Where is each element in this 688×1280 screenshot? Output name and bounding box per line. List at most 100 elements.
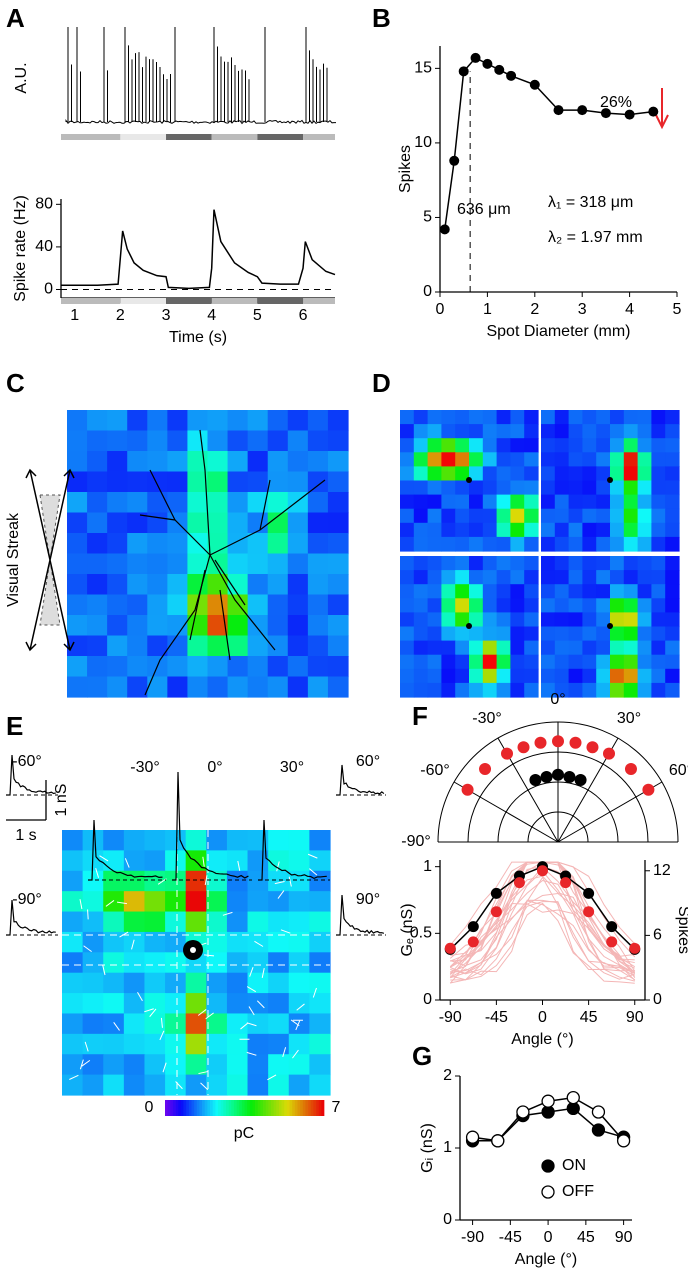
heatmap-cell [582,640,597,656]
y-axis-label: Gₑ (nS) [399,903,416,956]
heatmap-cell [287,615,309,637]
heatmap-cell [187,512,209,534]
heatmap-cell [568,626,583,642]
heatmap-cell [400,556,415,571]
colorbar-label: pC [234,1125,254,1142]
heatmap-cell [247,993,269,1015]
heatmap-cell [568,536,583,552]
heatmap-cell [637,480,652,496]
heatmap-cell [541,598,556,613]
heatmap-cell [510,494,525,510]
heatmap-cell [267,574,289,596]
heatmap-cell [441,410,456,425]
heatmap-cell [582,438,597,453]
heatmap-cell [623,682,639,698]
heatmap-cell [582,424,597,439]
heatmap-cell [62,1013,84,1035]
heatmap-cell [226,1013,249,1035]
heatmap-cell [651,668,666,684]
heatmap-cell [167,553,189,575]
colorbar-cell [252,1100,256,1116]
heatmap-cell [596,494,611,510]
heatmap-cell [107,553,128,575]
heatmap-cell [226,911,249,933]
x-tick-label: 0 [538,1009,547,1026]
heatmap-cell [623,626,639,642]
heatmap-cell [610,536,625,552]
heatmap-cell [623,584,639,599]
heatmap-cell [107,410,128,432]
heatmap-cell [596,438,611,453]
heatmap-cell [510,522,525,538]
heatmap-cell [582,682,597,698]
heatmap-cell [413,640,429,656]
heatmap-cell [596,612,611,628]
heatmap-cell [327,410,349,432]
heatmap-cell [568,640,583,656]
heatmap-cell [127,533,148,555]
heatmap-cell [524,424,539,439]
heatmap-cell [327,430,349,452]
tuning-point [513,877,525,889]
heatmap-cell [582,452,597,467]
heatmap-cell [268,1013,290,1035]
conductance-trace [336,894,385,936]
heatmap-cell [482,598,498,613]
heatmap-cell [637,466,652,482]
colorbar-cell [273,1100,277,1116]
orientation-mark [105,900,115,907]
heatmap-cell [637,626,652,642]
colorbar-cell [300,1100,304,1116]
heatmap-cell [67,471,88,493]
heatmap-cell [287,533,309,555]
x-tick-label: 1 [70,307,79,324]
heatmap-cell [165,972,187,994]
heatmap-cell [541,654,556,670]
tuning-point [591,1123,606,1137]
scale-bar [6,780,47,821]
heatmap-cell [623,424,639,439]
heatmap-cell [568,480,583,496]
heatmap-cell [206,850,228,872]
heatmap-cell [623,612,639,628]
colorbar-cell [220,1100,224,1116]
heatmap-cell [400,522,415,538]
heatmap-cell [554,494,570,510]
heatmap-cell [123,830,146,851]
heatmap-cell [400,438,415,453]
trial-trace [449,861,636,973]
heatmap-cell [524,536,539,552]
polar-point [563,771,576,784]
heatmap-cell [247,676,269,698]
heatmap-cell [103,911,125,933]
heatmap-cell [582,570,597,585]
heatmap-cell [287,553,309,575]
orientation-mark [131,939,135,950]
heatmap-cell [287,635,309,657]
x-tick-label: 0 [544,1229,553,1246]
panel-letter: B [372,3,391,33]
y-axis-label: Spikes [397,145,414,193]
heatmap-cell [665,522,680,538]
orientation-mark [198,1070,209,1075]
colorbar-cell [239,1100,243,1116]
orientation-mark [290,1019,300,1027]
heatmap-cell [206,870,228,892]
heatmap-cell [427,598,442,613]
heatmap-cell [147,676,168,698]
tuning-point [490,887,502,899]
heatmap-cell [185,993,207,1015]
heatmap-cell [455,494,470,510]
arrow-label: 26% [600,94,632,111]
colorbar-cell [297,1100,301,1116]
colorbar-cell [271,1100,274,1116]
colorbar-cell [302,1100,306,1116]
heatmap-cell [247,911,269,933]
heatmap-cell [123,1054,146,1076]
heatmap-cell [541,452,556,467]
heatmap-cell [327,676,349,698]
heatmap-cell [482,522,498,538]
heatmap-cell [207,635,229,657]
heatmap-cell [413,556,429,571]
heatmap-cell [165,1013,187,1035]
